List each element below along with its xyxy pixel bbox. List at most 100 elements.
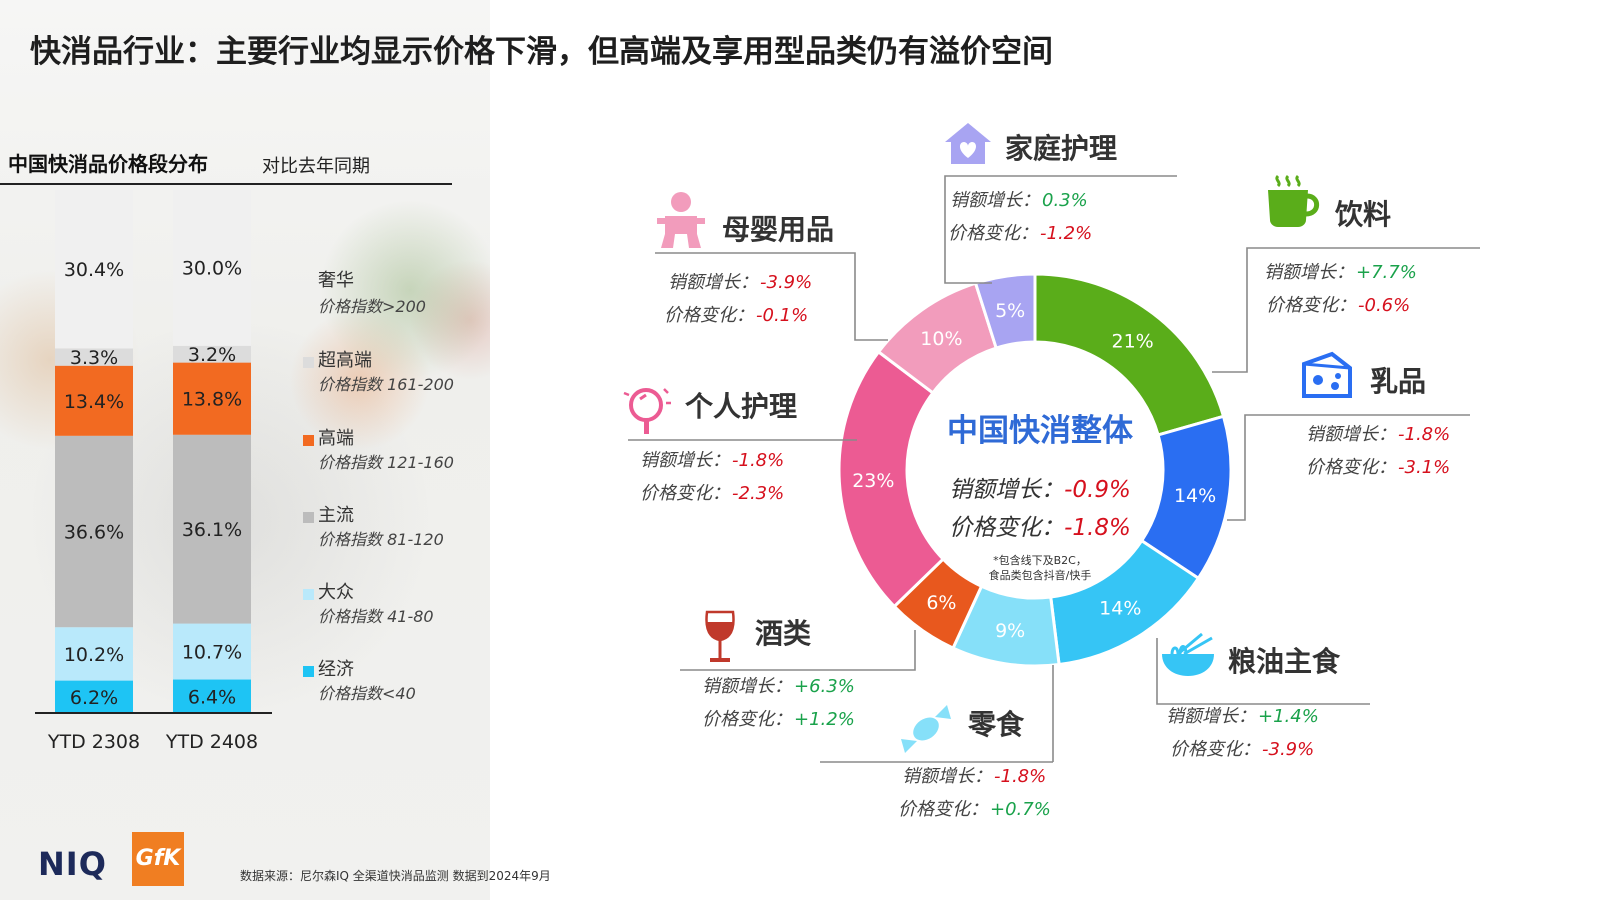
bar-segment bbox=[55, 680, 133, 713]
overall-price-change: 价格变化：-1.8% bbox=[900, 508, 1180, 542]
category-share-donut-chart: 21% 14% 14% 9% 6% 23% 10% 5% bbox=[837, 272, 1233, 668]
bar-segment-label: 30.4% bbox=[64, 259, 124, 281]
grain-oil-price-label: 价格变化： bbox=[1170, 739, 1260, 760]
bar-segment-label: 10.7% bbox=[182, 642, 242, 664]
noodle-bowl-icon bbox=[1162, 632, 1214, 676]
legend-name-economy: 经济 bbox=[318, 659, 354, 680]
baby-icon bbox=[657, 192, 705, 248]
home-care-price-value: -1.2% bbox=[1040, 223, 1093, 244]
dairy-price-value: -3.1% bbox=[1398, 457, 1451, 478]
legend-range-mass: 价格指数 41-80 bbox=[318, 607, 434, 626]
dairy-sales-value: -1.8% bbox=[1398, 424, 1451, 445]
legend-range-super-premium: 价格指数 161-200 bbox=[318, 375, 454, 394]
bar-segment bbox=[173, 623, 251, 680]
bar-segment bbox=[55, 627, 133, 681]
snacks-price: 价格变化： +0.7% bbox=[898, 795, 1051, 821]
snacks-sales: 销额增长： -1.8% bbox=[902, 762, 1046, 788]
donut-slice-label: 9% bbox=[995, 620, 1025, 642]
liquor-sales-label: 销额增长： bbox=[702, 676, 792, 697]
mirror-icon bbox=[623, 388, 671, 434]
overall-price-change-label: 价格变化： bbox=[949, 515, 1065, 541]
bar-segment bbox=[55, 190, 133, 349]
legend-name-mass: 大众 bbox=[318, 582, 354, 603]
donut-slice-label: 6% bbox=[926, 592, 956, 614]
beverage-price: 价格变化： -0.6% bbox=[1266, 291, 1410, 317]
bar-segment bbox=[173, 190, 251, 346]
heading-rule bbox=[0, 183, 452, 185]
donut-slice bbox=[973, 272, 1037, 350]
gfk-logo: GfK bbox=[132, 832, 184, 886]
legend-swatch-premium bbox=[303, 435, 314, 446]
bar-segment-label: 6.4% bbox=[188, 686, 236, 708]
category-title-grain-oil: 粮油主食 bbox=[1228, 645, 1341, 678]
personal-care-sales: 销额增长： -1.8% bbox=[640, 446, 784, 472]
snacks-price-label: 价格变化： bbox=[898, 799, 988, 820]
bar-segment-label: 10.2% bbox=[64, 644, 124, 666]
home-care-sales: 销额增长： 0.3% bbox=[950, 186, 1088, 212]
bar-segment bbox=[55, 365, 133, 436]
donut-note-line-1: *包含线下及B2C， bbox=[993, 554, 1087, 567]
cheese-icon bbox=[1302, 351, 1352, 398]
overall-price-change-value: -1.8% bbox=[1064, 515, 1131, 541]
category-title-liquor: 酒类 bbox=[755, 617, 812, 650]
bar-category-label: YTD 2308 bbox=[47, 731, 140, 753]
grain-oil-price: 价格变化： -3.9% bbox=[1170, 735, 1314, 761]
wine-glass-icon bbox=[705, 610, 735, 662]
bar-segment-label: 13.8% bbox=[182, 389, 242, 411]
dairy-price-label: 价格变化： bbox=[1306, 457, 1396, 478]
beverage-sales-label: 销额增长： bbox=[1264, 262, 1354, 283]
legend-name-premium: 高端 bbox=[318, 428, 354, 449]
grain-oil-sales: 销额增长： +1.4% bbox=[1166, 702, 1319, 728]
legend-name-luxury: 奢华 bbox=[318, 270, 354, 291]
category-title-mother-baby: 母婴用品 bbox=[722, 213, 835, 246]
personal-care-sales-value: -1.8% bbox=[732, 450, 785, 471]
bar-segment-label: 3.2% bbox=[188, 344, 236, 366]
overall-sales-growth-label: 销额增长： bbox=[949, 477, 1065, 503]
home-care-price-label: 价格变化： bbox=[948, 223, 1038, 244]
coffee-cup-icon bbox=[1268, 174, 1320, 227]
overall-sales-growth-value: -0.9% bbox=[1064, 477, 1131, 503]
beverage-price-value: -0.6% bbox=[1358, 295, 1411, 316]
leader-mother-baby bbox=[655, 252, 888, 341]
personal-care-price: 价格变化： -2.3% bbox=[640, 479, 784, 505]
niq-logo: NIQ bbox=[38, 845, 107, 883]
mother-baby-price-value: -0.1% bbox=[756, 305, 809, 326]
mother-baby-sales-value: -3.9% bbox=[760, 272, 813, 293]
bar-segment bbox=[55, 435, 133, 628]
donut-slice-label: 21% bbox=[1112, 331, 1154, 353]
liquor-price: 价格变化： +1.2% bbox=[702, 705, 855, 731]
snacks-price-value: +0.7% bbox=[990, 799, 1051, 820]
leader-home-care bbox=[944, 175, 1177, 284]
legend-swatch-mainstream bbox=[303, 512, 314, 523]
page-title: 快消品行业：主要行业均显示价格下滑，但高端及享用型品类仍有溢价空间 bbox=[30, 34, 1053, 70]
dairy-sales: 销额增长： -1.8% bbox=[1306, 420, 1450, 446]
bar-segment-label: 6.2% bbox=[70, 687, 118, 709]
legend-range-economy: 价格指数<40 bbox=[318, 684, 416, 703]
personal-care-sales-label: 销额增长： bbox=[640, 450, 730, 471]
bar-segment-label: 30.0% bbox=[182, 257, 242, 279]
donut-note-line-2: 食品类包含抖音/快手 bbox=[988, 569, 1092, 582]
mother-baby-price: 价格变化： -0.1% bbox=[664, 301, 808, 327]
legend-range-premium: 价格指数 121-160 bbox=[318, 453, 454, 472]
legend-swatch-mass bbox=[303, 589, 314, 600]
liquor-sales-value: +6.3% bbox=[794, 676, 855, 697]
bar-segment-label: 36.6% bbox=[64, 522, 124, 544]
donut-slice-label: 14% bbox=[1099, 598, 1141, 620]
home-care-sales-value: 0.3% bbox=[1042, 190, 1088, 211]
liquor-sales: 销额增长： +6.3% bbox=[702, 672, 855, 698]
home-care-sales-label: 销额增长： bbox=[950, 190, 1040, 211]
mother-baby-sales-label: 销额增长： bbox=[668, 272, 758, 293]
bar-segment bbox=[173, 679, 251, 713]
leader-dairy bbox=[1227, 414, 1470, 521]
legend-name-super-premium: 超高端 bbox=[318, 350, 372, 371]
mother-baby-sales: 销额增长： -3.9% bbox=[668, 268, 812, 294]
bar-segment bbox=[173, 345, 251, 363]
legend-range-mainstream: 价格指数 81-120 bbox=[318, 530, 444, 549]
snacks-sales-label: 销额增长： bbox=[902, 766, 992, 787]
bar-segment-label: 3.3% bbox=[70, 347, 118, 369]
bar-segment-label: 36.1% bbox=[182, 519, 242, 541]
legend-name-mainstream: 主流 bbox=[318, 505, 354, 526]
liquor-price-value: +1.2% bbox=[794, 709, 855, 730]
price-distribution-heading: 中国快消品价格段分布 bbox=[8, 152, 208, 176]
